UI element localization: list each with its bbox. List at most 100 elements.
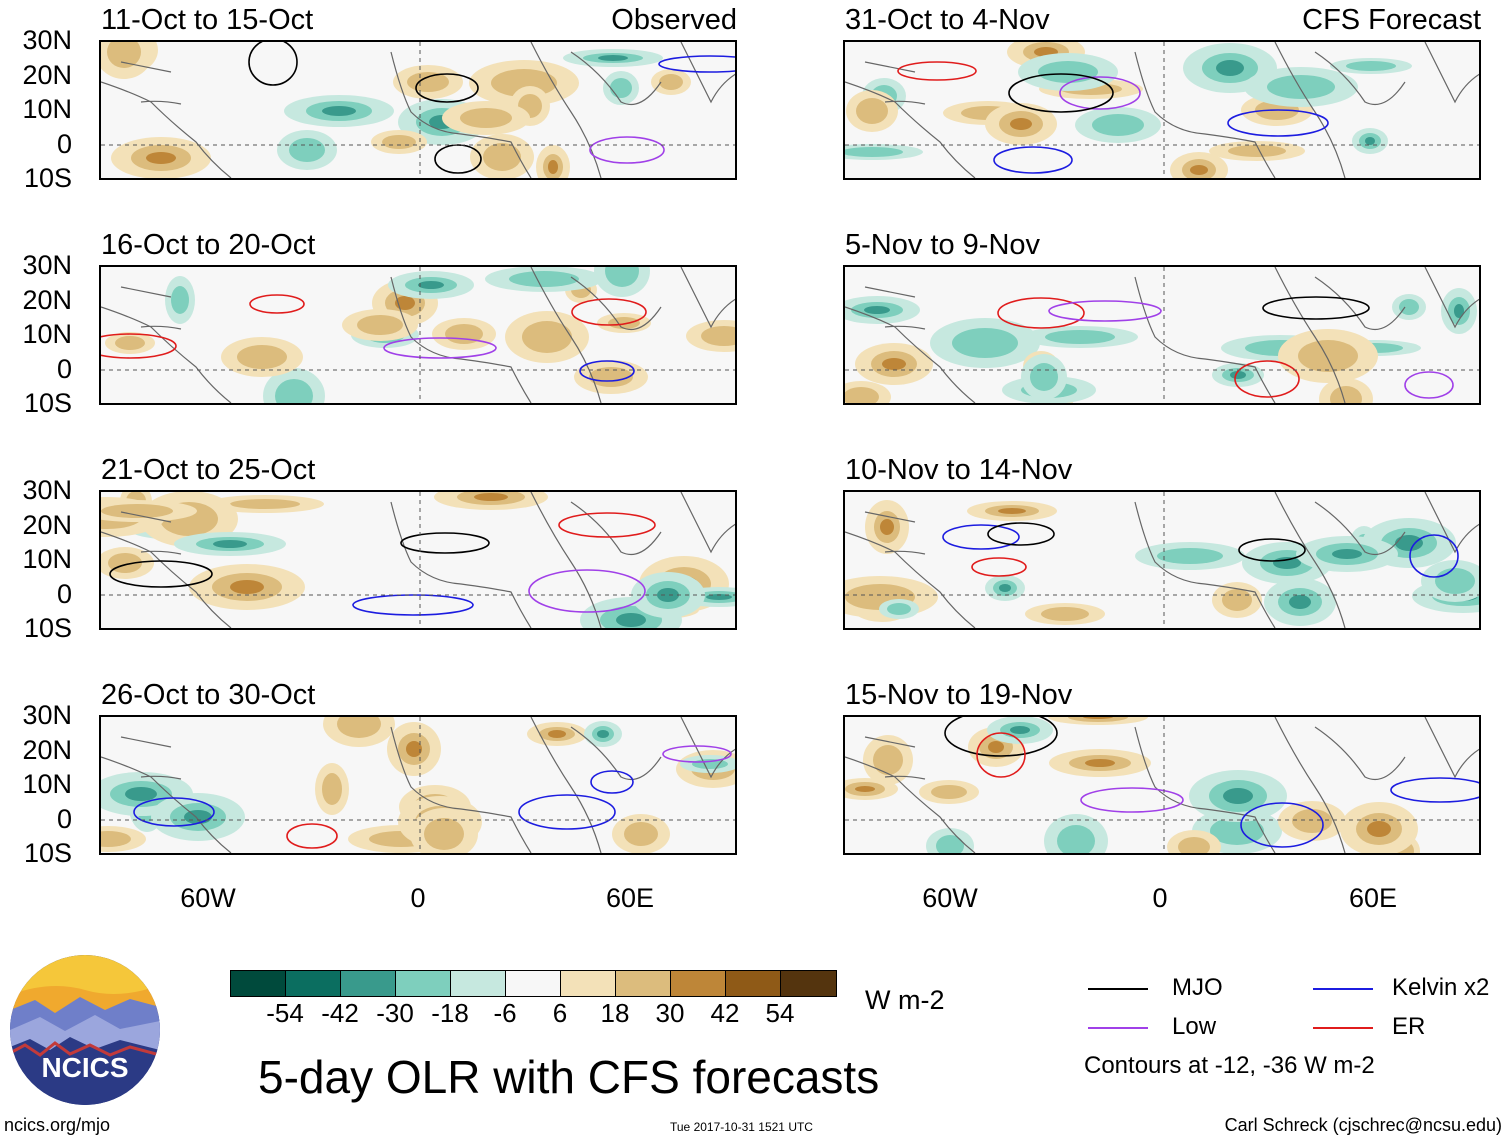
olr-anomaly bbox=[1190, 165, 1208, 175]
olr-anomaly bbox=[1292, 809, 1332, 833]
wave-contour bbox=[1404, 371, 1454, 399]
panel-title-4: 21-Oct to 25-Oct bbox=[101, 454, 316, 486]
coastline-east-africa bbox=[1274, 717, 1346, 853]
lat-label-row1: 10N bbox=[22, 319, 72, 349]
wave-contour bbox=[101, 333, 177, 359]
lon-label-0-right: 0 bbox=[1152, 883, 1168, 913]
lat-label-row0: 10S bbox=[23, 163, 72, 193]
olr-anomaly bbox=[1289, 595, 1311, 609]
olr-anomaly bbox=[701, 326, 735, 346]
wave-contour bbox=[1238, 538, 1306, 562]
panel-title-3: 5-Nov to 9-Nov bbox=[845, 229, 1041, 261]
coastline-east-africa bbox=[530, 492, 602, 628]
olr-anomaly bbox=[657, 588, 679, 602]
olr-anomaly bbox=[597, 730, 609, 738]
colorbar-box bbox=[396, 971, 451, 996]
olr-anomaly bbox=[855, 786, 875, 792]
coastline-caribbean bbox=[120, 511, 182, 555]
olr-anomaly bbox=[1083, 717, 1113, 719]
olr-anomaly bbox=[952, 328, 1018, 358]
coastline-arabia bbox=[570, 276, 662, 331]
olr-anomaly bbox=[1332, 549, 1362, 559]
coastline-west-africa bbox=[390, 51, 532, 178]
olr-anomaly bbox=[322, 106, 356, 116]
panel-title-5: 10-Nov to 14-Nov bbox=[845, 454, 1073, 486]
coastline-east-africa bbox=[1274, 267, 1346, 403]
wave-contour bbox=[558, 512, 656, 538]
wave-contour bbox=[662, 745, 732, 763]
olr-anomaly bbox=[1298, 340, 1358, 372]
colorbar-box bbox=[231, 971, 286, 996]
wave-contour bbox=[528, 569, 646, 613]
olr-anomaly bbox=[522, 321, 572, 353]
olr-anomaly bbox=[357, 315, 403, 335]
olr-anomaly bbox=[1346, 61, 1396, 71]
colorbar-box bbox=[286, 971, 341, 996]
lat-label-row3: 10N bbox=[22, 769, 72, 799]
olr-anomaly bbox=[101, 504, 173, 518]
wave-contour bbox=[942, 524, 1020, 550]
logo-text: NCICS bbox=[41, 1052, 128, 1083]
colorbar-tick-label: 6 bbox=[552, 998, 568, 1028]
legend-line-kelvin bbox=[1313, 988, 1373, 990]
olr-anomaly bbox=[1365, 137, 1375, 145]
olr-anomaly bbox=[101, 831, 131, 847]
lat-label-row2: 30N bbox=[22, 475, 72, 505]
footer-author: Carl Schreck (cjschrec@ncsu.edu) bbox=[1224, 1115, 1502, 1135]
olr-anomaly bbox=[1068, 717, 1128, 722]
coastline-east-africa bbox=[530, 267, 602, 403]
coastline-west-africa bbox=[1134, 51, 1276, 178]
coastline-india bbox=[1424, 492, 1479, 554]
colorbar-tick-label: -6 bbox=[493, 998, 517, 1028]
olr-anomaly bbox=[882, 358, 906, 370]
wave-contour bbox=[1409, 534, 1459, 578]
olr-anomaly bbox=[988, 741, 1004, 753]
coastline-west-africa bbox=[390, 276, 532, 403]
colorbar-tick-label: 18 bbox=[600, 998, 630, 1028]
coastline-arabia bbox=[1314, 51, 1406, 106]
wave-contour bbox=[1080, 787, 1184, 813]
legend-line-low bbox=[1088, 1027, 1148, 1029]
colorbar-tick-label: 42 bbox=[710, 998, 740, 1028]
lat-label-row2: 10N bbox=[22, 544, 72, 574]
olr-anomaly bbox=[230, 499, 300, 509]
olr-anomaly bbox=[1273, 557, 1301, 569]
colorbar-units: W m-2 bbox=[865, 985, 945, 1015]
wave-contour bbox=[944, 717, 1058, 757]
colorbar-box bbox=[616, 971, 671, 996]
olr-anomaly bbox=[424, 818, 464, 850]
coastline-caribbean bbox=[120, 286, 182, 330]
colorbar-tick-label: -42 bbox=[321, 998, 359, 1028]
olr-anomaly bbox=[936, 835, 964, 853]
footer-timestamp: Tue 2017-10-31 1521 UTC bbox=[670, 1120, 813, 1134]
coastline-americas bbox=[845, 306, 976, 403]
coastline-india bbox=[680, 267, 735, 329]
olr-anomaly bbox=[230, 580, 264, 594]
wave-contour bbox=[976, 732, 1026, 778]
map-panel-5 bbox=[843, 490, 1481, 630]
coastline-caribbean bbox=[864, 736, 926, 780]
wave-contour bbox=[109, 560, 213, 588]
coastline-west-africa bbox=[390, 501, 532, 628]
olr-anomaly bbox=[548, 730, 566, 738]
wave-contour bbox=[1234, 360, 1300, 398]
olr-anomaly bbox=[1367, 821, 1391, 837]
coastline-caribbean bbox=[120, 736, 182, 780]
olr-anomaly bbox=[1435, 568, 1475, 594]
olr-anomaly bbox=[1010, 118, 1032, 130]
wave-contour bbox=[579, 360, 635, 382]
coastline-arabia bbox=[1314, 501, 1406, 556]
coastline-india bbox=[680, 717, 735, 779]
legend-low: Low bbox=[1172, 1013, 1217, 1040]
coastline-india bbox=[1424, 42, 1479, 104]
olr-anomaly bbox=[608, 317, 640, 329]
olr-anomaly bbox=[1045, 330, 1115, 344]
coastline-arabia bbox=[1314, 726, 1406, 781]
olr-anomaly bbox=[1041, 607, 1089, 621]
coastline-americas bbox=[845, 756, 976, 853]
olr-anomaly bbox=[107, 42, 141, 68]
colorbar-box bbox=[341, 971, 396, 996]
olr-anomaly bbox=[213, 540, 247, 548]
colorbar-tick-label: -54 bbox=[266, 998, 304, 1028]
olr-anomaly bbox=[1454, 304, 1464, 318]
